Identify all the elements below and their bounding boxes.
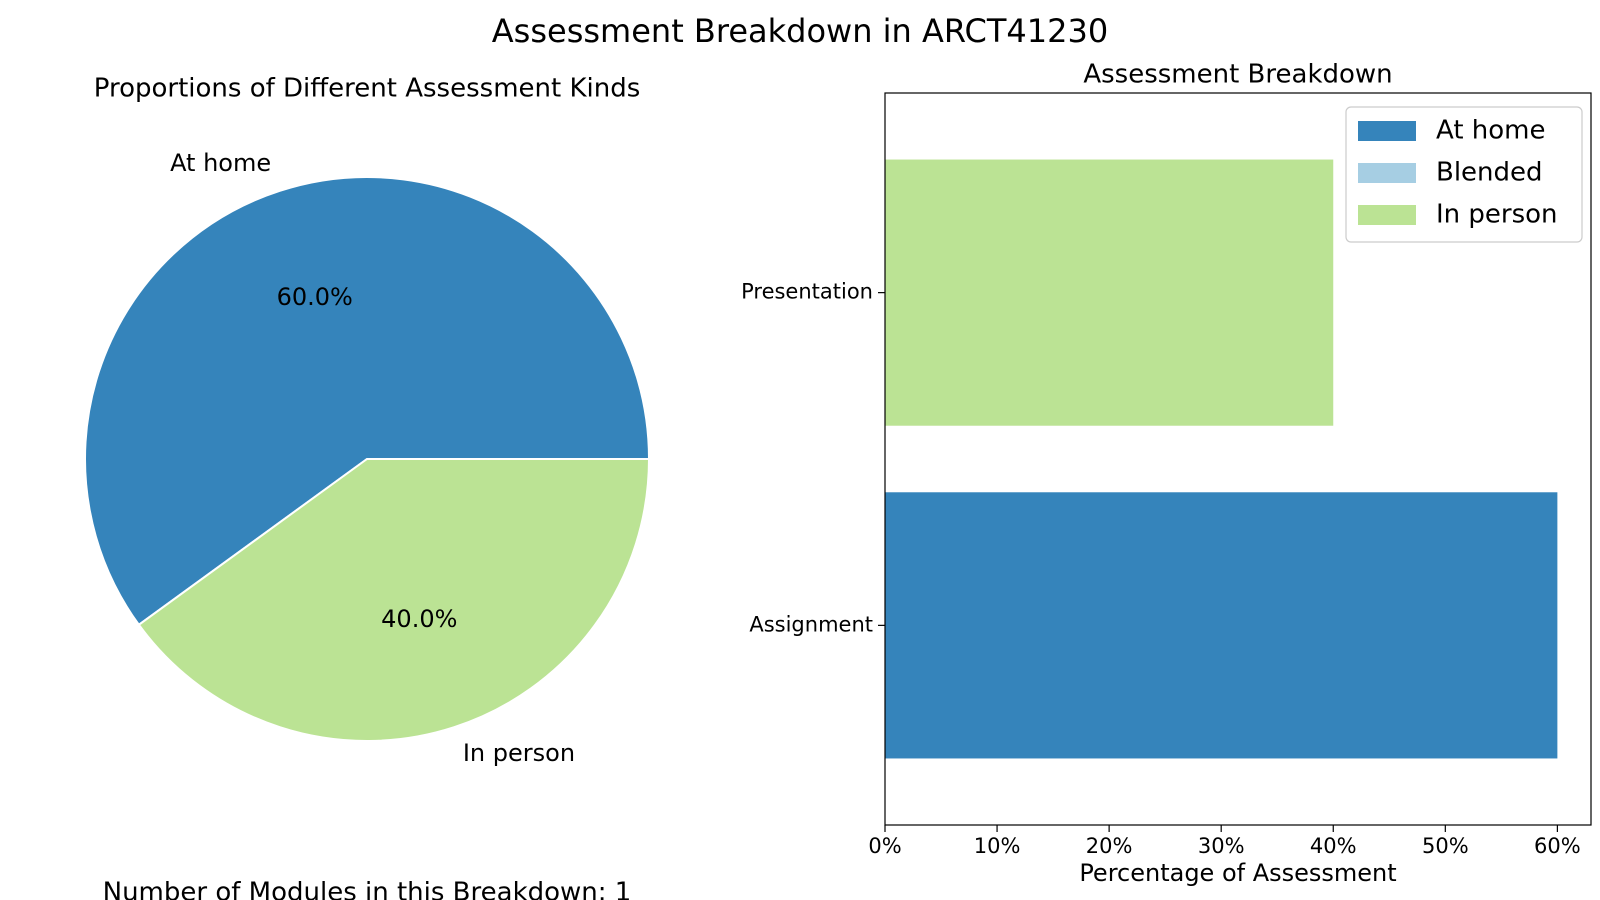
x-tick-label-40: 40% — [1310, 834, 1357, 858]
bar-marks — [885, 159, 1558, 759]
legend-label-in-person: In person — [1436, 200, 1558, 230]
pie-slices — [84, 176, 651, 742]
legend-label-at-home: At home — [1436, 116, 1546, 146]
y-axis: Assignment Presentation — [741, 280, 885, 636]
x-tick-label-30: 30% — [1198, 834, 1245, 858]
legend-swatch-blended — [1358, 163, 1416, 183]
legend: At home Blended In person — [1345, 106, 1583, 243]
module-count-text: Number of Modules in this Breakdown: 1 — [103, 878, 632, 900]
x-tick-label-20: 20% — [1086, 834, 1133, 858]
bar-presentation-in-person — [885, 159, 1334, 426]
pie-slice-label-in-person: In person — [463, 739, 575, 767]
x-tick-label-60: 60% — [1534, 834, 1581, 858]
y-tick-label-presentation: Presentation — [741, 280, 873, 304]
x-axis-label: Percentage of Assessment — [1079, 859, 1396, 887]
pie-pct-label-at-home: 60.0% — [277, 283, 353, 311]
pie-chart: Proportions of Different Assessment Kind… — [84, 74, 651, 767]
x-tick-label-50: 50% — [1422, 834, 1469, 858]
pie-title: Proportions of Different Assessment Kind… — [94, 74, 641, 104]
legend-label-blended: Blended — [1436, 158, 1543, 188]
pie-slice-at-home — [84, 176, 651, 627]
y-tick-label-assignment: Assignment — [749, 612, 873, 636]
x-tick-label-10: 10% — [974, 834, 1021, 858]
figure-title: Assessment Breakdown in ARCT41230 — [492, 12, 1108, 50]
pie-pct-label-in-person: 40.0% — [381, 605, 457, 633]
x-axis: 0% 10% 20% 30% 40% 50% 60% — [868, 825, 1581, 858]
legend-swatch-in-person — [1358, 205, 1416, 225]
legend-swatch-at-home — [1358, 121, 1416, 141]
bar-chart: Assessment Breakdown Assignment Presentat… — [741, 60, 1592, 887]
pie-slice-label-at-home: At home — [170, 149, 271, 177]
pie-slice-in-person — [137, 458, 651, 742]
x-tick-label-0: 0% — [868, 834, 901, 858]
plot-frame — [884, 92, 1592, 826]
pie-labels: 60.0% At home 40.0% In person — [170, 149, 575, 767]
bar-assignment-at-home — [885, 492, 1558, 759]
bar-title: Assessment Breakdown — [1083, 60, 1392, 90]
